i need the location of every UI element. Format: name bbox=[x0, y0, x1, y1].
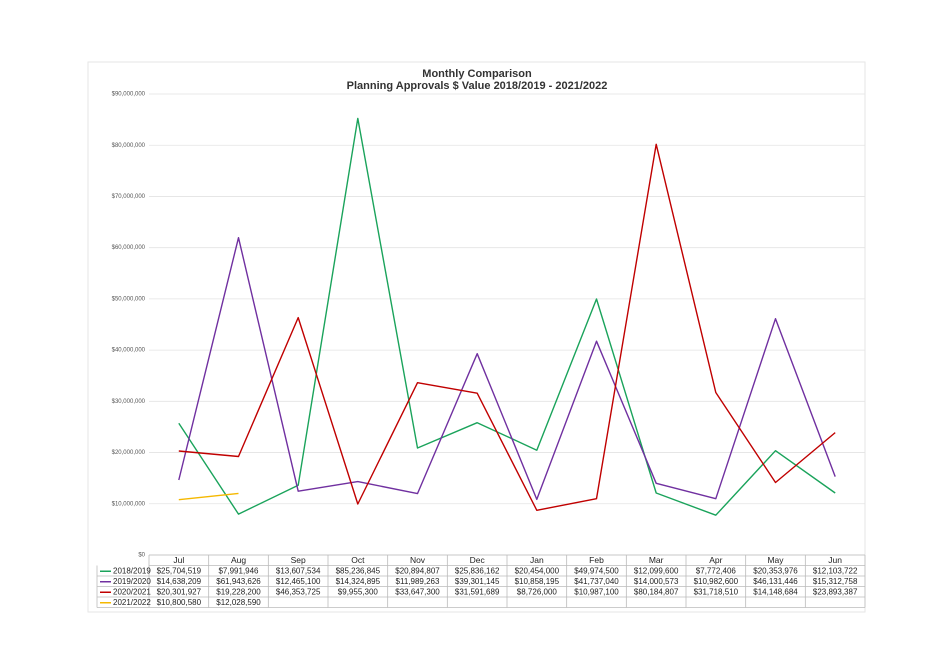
table-value: $39,301,145 bbox=[455, 577, 500, 586]
table-value: $80,184,807 bbox=[634, 587, 679, 596]
series-line bbox=[178, 143, 836, 511]
table-value: $10,982,600 bbox=[694, 577, 739, 586]
x-tick-label: Oct bbox=[351, 555, 365, 565]
table-value: $31,718,510 bbox=[694, 587, 739, 596]
x-tick-label: Feb bbox=[589, 555, 604, 565]
table-value: $23,893,387 bbox=[813, 587, 858, 596]
table-value: $12,028,590 bbox=[216, 598, 261, 607]
table-value: $85,236,845 bbox=[336, 566, 381, 575]
legend-label: 2018/2019 bbox=[113, 566, 151, 575]
table-value: $31,591,689 bbox=[455, 587, 500, 596]
y-tick-label: $10,000,000 bbox=[112, 501, 146, 507]
table-value: $49,974,500 bbox=[574, 566, 619, 575]
legend-label: 2021/2022 bbox=[113, 598, 151, 607]
y-tick-label: $80,000,000 bbox=[112, 143, 146, 149]
y-tick-label: $40,000,000 bbox=[112, 348, 146, 354]
y-tick-label: $0 bbox=[138, 553, 145, 559]
table-value: $12,103,722 bbox=[813, 566, 858, 575]
y-tick-label: $50,000,000 bbox=[112, 296, 146, 302]
table-value: $46,353,725 bbox=[276, 587, 321, 596]
table-value: $10,858,195 bbox=[515, 577, 560, 586]
legend-label: 2020/2021 bbox=[113, 587, 151, 596]
x-tick-label: Aug bbox=[231, 555, 246, 565]
chart-subtitle: Planning Approvals $ Value 2018/2019 - 2… bbox=[347, 80, 608, 92]
table-value: $8,726,000 bbox=[517, 587, 558, 596]
table-value: $14,638,209 bbox=[157, 577, 202, 586]
table-value: $7,991,946 bbox=[218, 566, 259, 575]
table-value: $11,989,263 bbox=[396, 577, 440, 586]
table-value: $25,704,519 bbox=[157, 566, 202, 575]
table-value: $20,301,927 bbox=[157, 587, 202, 596]
table-value: $13,607,534 bbox=[276, 566, 321, 575]
x-tick-label: Apr bbox=[709, 555, 722, 565]
table-value: $15,312,758 bbox=[813, 577, 858, 586]
table-value: $14,000,573 bbox=[634, 577, 679, 586]
x-tick-label: Mar bbox=[649, 555, 664, 565]
x-tick-label: Sep bbox=[291, 555, 306, 565]
table-value: $14,148,684 bbox=[753, 587, 798, 596]
table-value: $41,737,040 bbox=[574, 577, 619, 586]
x-tick-label: Dec bbox=[470, 555, 486, 565]
table-value: $61,943,626 bbox=[216, 577, 261, 586]
table-value: $10,800,580 bbox=[157, 598, 202, 607]
y-tick-label: $70,000,000 bbox=[112, 194, 146, 200]
y-tick-label: $20,000,000 bbox=[112, 450, 146, 456]
y-tick-label: $30,000,000 bbox=[112, 399, 146, 405]
x-tick-label: Jun bbox=[828, 555, 842, 565]
table-value: $10,987,100 bbox=[574, 587, 619, 596]
legend-label: 2019/2020 bbox=[113, 577, 151, 586]
x-tick-label: Jul bbox=[173, 555, 184, 565]
chart-title: Monthly Comparison bbox=[422, 68, 532, 80]
y-tick-label: $60,000,000 bbox=[112, 245, 146, 251]
series-line bbox=[178, 237, 836, 501]
table-value: $7,772,406 bbox=[696, 566, 737, 575]
table-value: $12,099,600 bbox=[634, 566, 679, 575]
table-value: $33,647,300 bbox=[395, 587, 440, 596]
table-value: $9,955,300 bbox=[338, 587, 379, 596]
table-value: $14,324,895 bbox=[336, 577, 381, 586]
series-line bbox=[178, 492, 239, 501]
table-value: $19,228,200 bbox=[216, 587, 261, 596]
table-value: $20,894,807 bbox=[395, 566, 440, 575]
table-value: $12,465,100 bbox=[276, 577, 321, 586]
chart-frame bbox=[87, 61, 866, 613]
series-line bbox=[178, 117, 836, 516]
x-tick-label: Nov bbox=[410, 555, 426, 565]
x-tick-label: Jan bbox=[530, 555, 544, 565]
table-value: $20,454,000 bbox=[515, 566, 560, 575]
y-tick-label: $90,000,000 bbox=[112, 92, 146, 98]
x-tick-label: May bbox=[767, 555, 784, 565]
table-value: $25,836,162 bbox=[455, 566, 500, 575]
table-value: $46,131,446 bbox=[753, 577, 798, 586]
table-value: $20,353,976 bbox=[753, 566, 798, 575]
